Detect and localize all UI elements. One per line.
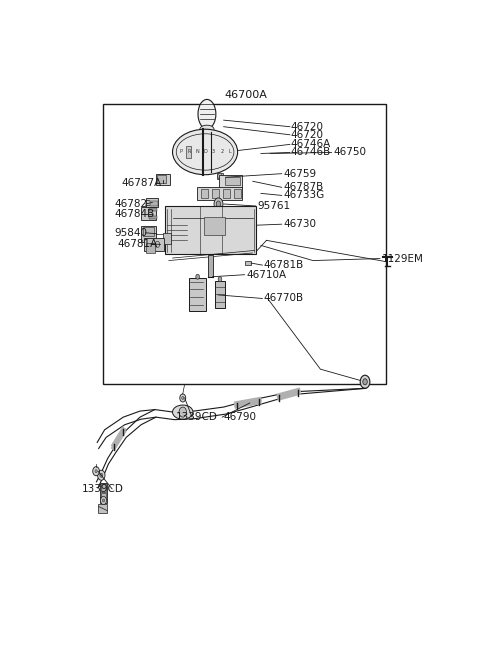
Bar <box>165 206 256 255</box>
Circle shape <box>196 274 200 279</box>
Text: 95840: 95840 <box>114 228 147 237</box>
Text: 46790: 46790 <box>224 412 257 422</box>
Circle shape <box>216 201 221 207</box>
Text: 2: 2 <box>220 150 223 154</box>
Text: 46700A: 46700A <box>225 91 267 100</box>
Circle shape <box>363 379 367 385</box>
Bar <box>142 207 156 220</box>
Bar <box>203 152 211 157</box>
Text: D: D <box>204 150 207 154</box>
Bar <box>223 189 230 198</box>
Text: 46746B: 46746B <box>290 148 331 157</box>
Bar <box>212 189 219 198</box>
Bar <box>216 173 223 179</box>
Text: 46733G: 46733G <box>283 190 324 200</box>
Circle shape <box>179 407 186 417</box>
Text: 3: 3 <box>212 150 215 154</box>
Ellipse shape <box>200 125 214 133</box>
Circle shape <box>100 497 107 504</box>
Bar <box>201 189 208 198</box>
Circle shape <box>214 198 223 210</box>
Text: P: P <box>180 150 182 154</box>
Bar <box>144 227 154 236</box>
Text: 46781B: 46781B <box>264 260 304 270</box>
Text: 46750: 46750 <box>334 148 366 157</box>
Text: 46746A: 46746A <box>290 139 331 150</box>
Text: 1339CD: 1339CD <box>175 412 217 422</box>
Text: 46720: 46720 <box>290 130 324 140</box>
Bar <box>144 238 164 251</box>
Text: N: N <box>195 150 199 154</box>
Circle shape <box>95 470 97 473</box>
Text: L: L <box>228 150 231 154</box>
Circle shape <box>100 473 103 478</box>
Bar <box>197 187 241 200</box>
Bar <box>149 216 156 219</box>
Text: 46782: 46782 <box>114 199 147 209</box>
Circle shape <box>180 394 186 402</box>
Circle shape <box>181 396 184 400</box>
Text: 46720: 46720 <box>290 122 324 132</box>
Bar <box>103 104 385 384</box>
Bar <box>244 261 251 265</box>
Bar <box>157 175 166 182</box>
Text: 46787B: 46787B <box>283 182 324 192</box>
Bar <box>204 217 225 235</box>
Text: 1129EM: 1129EM <box>382 253 424 264</box>
Text: 46759: 46759 <box>283 169 316 178</box>
Ellipse shape <box>172 129 238 174</box>
Bar <box>225 177 240 185</box>
Bar <box>146 243 156 253</box>
Circle shape <box>102 499 105 502</box>
Bar <box>100 483 107 503</box>
Circle shape <box>97 470 105 480</box>
Circle shape <box>218 173 222 179</box>
Text: 46781A: 46781A <box>118 239 158 249</box>
Circle shape <box>360 375 370 388</box>
Bar <box>215 281 225 308</box>
Bar <box>98 504 108 512</box>
Circle shape <box>218 277 222 282</box>
Ellipse shape <box>198 100 216 129</box>
Circle shape <box>93 466 99 476</box>
Bar <box>141 226 156 242</box>
Bar <box>101 493 106 499</box>
Bar <box>150 201 158 206</box>
Bar <box>189 278 206 311</box>
Bar <box>146 198 158 207</box>
Bar <box>208 255 213 277</box>
Bar <box>101 484 106 492</box>
Bar <box>219 175 241 188</box>
Text: 1339CD: 1339CD <box>82 484 123 494</box>
Bar <box>186 146 191 158</box>
Text: 46710A: 46710A <box>246 270 286 279</box>
Text: 46730: 46730 <box>283 219 316 229</box>
Bar <box>163 234 171 245</box>
Bar <box>234 189 241 198</box>
Text: R: R <box>187 150 191 154</box>
Ellipse shape <box>172 405 193 419</box>
Text: 95761: 95761 <box>257 201 290 211</box>
Text: 46784B: 46784B <box>114 209 154 218</box>
Text: 46770B: 46770B <box>264 293 304 304</box>
Bar <box>156 174 170 185</box>
Text: 46787A: 46787A <box>121 178 162 188</box>
Bar <box>149 208 156 211</box>
